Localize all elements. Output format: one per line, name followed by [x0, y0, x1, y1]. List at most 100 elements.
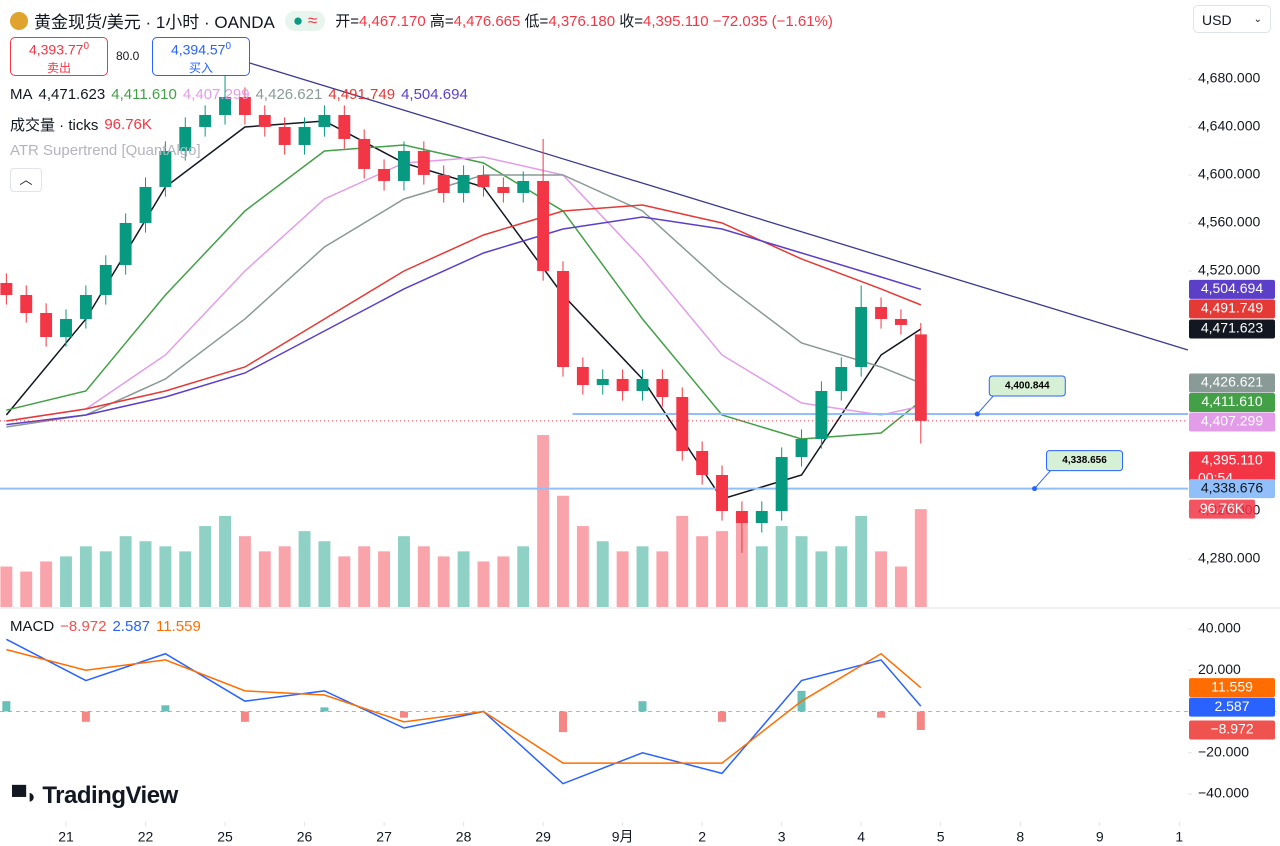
price-tag-label: 4,471.623 [1201, 320, 1263, 336]
sell-button[interactable]: 4,393.770 卖出 [10, 37, 108, 76]
price-tag-label: 4,491.749 [1201, 300, 1263, 316]
x-tick-label: 29 [535, 829, 551, 845]
volume-bar [616, 551, 629, 607]
symbol-title[interactable]: 黄金现货/美元 · 1小时 · OANDA [34, 13, 275, 32]
candle-body [179, 126, 192, 151]
x-tick-label: 26 [297, 829, 313, 845]
x-tick-label: 27 [376, 829, 392, 845]
price-tag [1189, 299, 1275, 319]
spread: 80.0 [116, 49, 140, 63]
volume-bar [914, 509, 927, 607]
buy-price: 4,394.57 [170, 41, 226, 58]
y-tick-label: −40.000 [1198, 785, 1249, 801]
volume-bar [835, 546, 848, 607]
sell-sup: 0 [83, 41, 90, 52]
candle-body [139, 186, 152, 223]
change: −72.035 (−1.61%) [712, 13, 833, 30]
callout-pointer [1034, 470, 1051, 489]
volume-bar [855, 515, 868, 607]
sell-label: 卖出 [46, 60, 71, 75]
collapse-button[interactable]: ︿ [10, 168, 42, 192]
ma-line [6, 216, 922, 426]
volume-bar [20, 571, 33, 607]
candle-body [318, 114, 331, 127]
volume-bar [79, 546, 92, 607]
candle-body [397, 150, 410, 181]
volume-bar [894, 566, 907, 607]
volume-bar [656, 551, 669, 607]
currency-select[interactable]: USD ⌄ [1193, 5, 1271, 33]
candle-body [755, 510, 768, 523]
volume-bar [99, 551, 112, 607]
macd-histogram-bar [81, 711, 90, 722]
candle-body [835, 366, 848, 391]
volume-bar [576, 526, 589, 607]
logo-text: TradingView [42, 782, 178, 809]
volume-bar [596, 541, 609, 607]
volume-bar [159, 546, 172, 607]
price-tag [1189, 697, 1275, 717]
price-tag-label: −8.972 [1210, 721, 1253, 737]
symbol-icon [10, 11, 28, 30]
candle-body [79, 294, 92, 319]
x-tick-label: 9 [1096, 829, 1104, 845]
ohlc: 开=4,467.170 高=4,476.665 低=4,376.180 收=4,… [335, 10, 833, 31]
price-tag [1189, 279, 1275, 299]
candle-body [199, 114, 212, 127]
candle-body [119, 222, 132, 265]
candle-body [815, 390, 828, 439]
candle-body [855, 306, 868, 367]
volume-bar [139, 541, 152, 607]
candle-body [596, 378, 609, 385]
ma-value: 4,411.610 [111, 86, 177, 103]
price-tag [1189, 678, 1275, 698]
volume-bar [338, 556, 351, 607]
candle-body [20, 294, 33, 313]
price-tag [1189, 720, 1275, 740]
ohlc-key: 高= [429, 13, 454, 30]
volume-bar [258, 551, 271, 607]
y-tick-label: 4,520.000 [1198, 262, 1260, 278]
x-tick-label: 28 [456, 829, 472, 845]
volume-bar [219, 515, 231, 607]
volume-value: 96.76K [104, 116, 152, 133]
x-tick-label: 22 [138, 829, 154, 845]
macd-histogram-bar [320, 707, 329, 712]
x-tick-label: 21 [58, 829, 74, 845]
y-tick-label: 40.000 [1198, 620, 1241, 636]
price-tag-label: 4,426.621 [1201, 374, 1263, 390]
callout-pointer [976, 395, 994, 415]
callout-box [988, 375, 1066, 397]
volume-bar [537, 435, 550, 607]
volume-bar [318, 541, 331, 607]
candle-body [894, 318, 907, 325]
ma-value: 4,471.623 [38, 86, 106, 103]
macd-value: 2.587 [112, 618, 151, 635]
price-tag [1189, 373, 1275, 393]
price-tag-label: 2.587 [1214, 698, 1249, 714]
x-tick-label: 1 [1175, 829, 1183, 845]
buy-button[interactable]: 4,394.570 买入 [152, 37, 250, 76]
volume-bar [775, 526, 788, 607]
macd-histogram-bar [877, 711, 886, 718]
macd-histogram-bar [240, 711, 249, 722]
ma-line [6, 156, 921, 422]
header: 黄金现货/美元 · 1小时 · OANDA ● ≈ 开=4,467.170 高=… [10, 8, 833, 33]
price-tag-label: 4,504.694 [1201, 280, 1263, 296]
ohlc-value: 4,476.665 [453, 13, 521, 30]
candle-body [497, 186, 510, 193]
candle-body [159, 150, 172, 187]
price-tag [1189, 319, 1275, 339]
volume-bar [457, 551, 470, 607]
macd-histogram-bar [638, 701, 647, 712]
volume-bar [517, 546, 530, 607]
volume-bar [716, 531, 728, 607]
macd-line [6, 648, 922, 764]
volume-bar [119, 536, 132, 607]
trendline [249, 62, 1189, 351]
ma-value: 4,407.299 [182, 86, 250, 103]
x-tick-label: 4 [857, 829, 865, 845]
price-tag-label: 4,411.610 [1201, 393, 1262, 409]
